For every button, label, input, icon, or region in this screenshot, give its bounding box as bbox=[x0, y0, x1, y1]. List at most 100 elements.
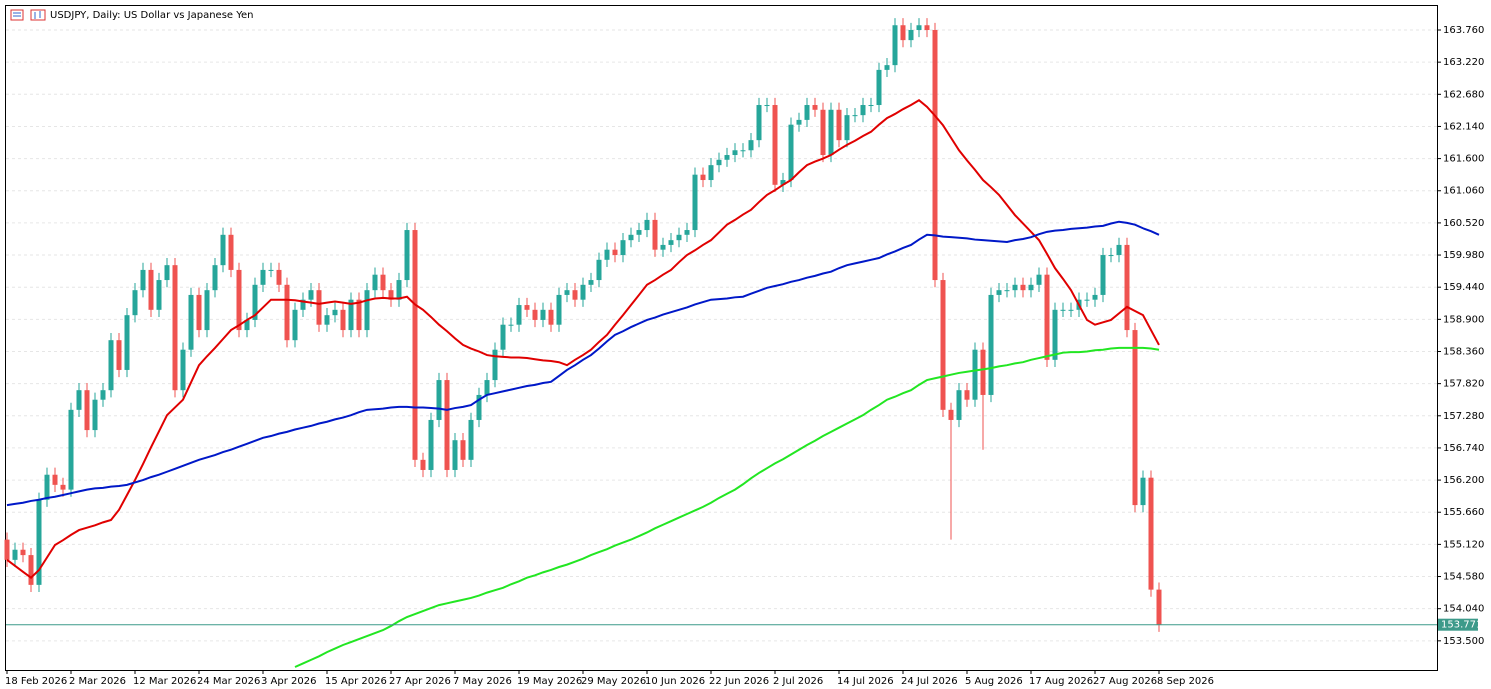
x-tick-label: 10 Jun 2026 bbox=[645, 676, 705, 687]
candle-body bbox=[124, 315, 130, 370]
candle-body bbox=[580, 284, 586, 300]
x-tick-label: 24 Mar 2026 bbox=[197, 676, 260, 687]
candle-body bbox=[76, 390, 82, 410]
candle-body bbox=[748, 140, 754, 151]
x-tick-label: 5 Aug 2026 bbox=[965, 676, 1023, 687]
y-tick-label: 159.980 bbox=[1443, 250, 1484, 261]
candle-body bbox=[508, 324, 514, 326]
y-tick-label: 154.580 bbox=[1443, 572, 1484, 583]
candle-body bbox=[372, 274, 378, 291]
candle-body bbox=[964, 390, 970, 400]
candle-body bbox=[924, 25, 930, 31]
candle-body bbox=[996, 290, 1002, 295]
candle-body bbox=[1156, 589, 1162, 625]
candle-body bbox=[1084, 299, 1090, 301]
icon bbox=[10, 9, 24, 21]
candle-body bbox=[764, 105, 770, 107]
candle-body bbox=[860, 105, 866, 116]
candle-body bbox=[884, 65, 890, 70]
candle-body bbox=[468, 419, 474, 460]
candle-body bbox=[12, 549, 18, 560]
y-tick-label: 161.060 bbox=[1443, 186, 1484, 197]
y-tick-label: 154.040 bbox=[1443, 604, 1484, 615]
x-tick-label: 18 Feb 2026 bbox=[5, 676, 67, 687]
y-tick-label: 158.900 bbox=[1443, 314, 1484, 325]
icon bbox=[30, 9, 46, 21]
candle-body bbox=[148, 269, 154, 310]
candle-body bbox=[396, 280, 402, 300]
candle-body bbox=[188, 294, 194, 350]
candle-body bbox=[180, 349, 186, 391]
candle-body bbox=[164, 265, 170, 281]
candle-body bbox=[420, 459, 426, 470]
candle-body bbox=[1148, 477, 1154, 590]
candle-body bbox=[1060, 309, 1066, 311]
candle-body bbox=[196, 294, 202, 331]
candle-body bbox=[388, 290, 394, 300]
candle-body bbox=[1052, 309, 1058, 360]
candle-body bbox=[92, 399, 98, 431]
x-tick-label: 2 Mar 2026 bbox=[69, 676, 126, 687]
x-tick-label: 3 Apr 2026 bbox=[261, 676, 316, 687]
candle-body bbox=[772, 105, 778, 185]
candle-body bbox=[284, 284, 290, 341]
candle-body bbox=[732, 150, 738, 156]
candle-body bbox=[700, 174, 706, 181]
candle-body bbox=[756, 105, 762, 141]
candle-body bbox=[428, 419, 434, 470]
candle-body bbox=[348, 299, 354, 331]
candle-body bbox=[116, 340, 122, 370]
x-tick-label: 24 Jul 2026 bbox=[901, 676, 958, 687]
candle-body bbox=[1044, 274, 1050, 360]
candle-body bbox=[908, 30, 914, 41]
candle-body bbox=[1028, 284, 1034, 291]
y-tick-label: 156.740 bbox=[1443, 443, 1484, 454]
candle-body bbox=[220, 234, 226, 266]
candle-body bbox=[972, 349, 978, 400]
candle-body bbox=[692, 174, 698, 231]
candle-body bbox=[876, 69, 882, 106]
candle-body bbox=[780, 180, 786, 185]
candle-body bbox=[156, 280, 162, 310]
candle-body bbox=[1004, 290, 1010, 292]
candle-body bbox=[612, 249, 618, 256]
y-tick-label: 155.660 bbox=[1443, 507, 1484, 518]
last-price-label: 153.771 bbox=[1441, 620, 1482, 631]
candle-body bbox=[236, 269, 242, 331]
candle-body bbox=[292, 309, 298, 341]
candle-body bbox=[20, 549, 26, 556]
x-tick-label: 27 Aug 2026 bbox=[1093, 676, 1157, 687]
candle-body bbox=[1020, 284, 1026, 291]
x-tick-label: 8 Sep 2026 bbox=[1157, 676, 1214, 687]
x-tick-label: 29 May 2026 bbox=[581, 676, 646, 687]
x-tick-label: 14 Jul 2026 bbox=[837, 676, 894, 687]
candle-body bbox=[204, 290, 210, 331]
x-tick-label: 7 May 2026 bbox=[453, 676, 512, 687]
candle-body bbox=[444, 380, 450, 470]
candle-body bbox=[540, 309, 546, 320]
candle-body bbox=[828, 109, 834, 156]
candle-body bbox=[900, 25, 906, 41]
candle-body bbox=[1132, 330, 1138, 506]
moving-average bbox=[6, 220, 1160, 507]
x-tick-label: 27 Apr 2026 bbox=[389, 676, 451, 687]
candle-body bbox=[84, 390, 90, 431]
candle-body bbox=[68, 409, 74, 490]
candle-body bbox=[332, 309, 338, 316]
candle-body bbox=[356, 299, 362, 331]
candle-body bbox=[268, 269, 274, 271]
y-tick-label: 162.140 bbox=[1443, 121, 1484, 132]
candle-body bbox=[1116, 244, 1122, 256]
y-tick-label: 155.120 bbox=[1443, 539, 1484, 550]
candle-body bbox=[524, 305, 530, 310]
candle-body bbox=[516, 305, 522, 325]
candle-body bbox=[324, 315, 330, 325]
candle-body bbox=[28, 555, 34, 585]
candle-body bbox=[548, 309, 554, 325]
candle-body bbox=[52, 474, 58, 485]
candle-body bbox=[652, 219, 658, 250]
x-tick-label: 17 Aug 2026 bbox=[1029, 676, 1093, 687]
candle-body bbox=[1100, 255, 1106, 295]
candle-body bbox=[1092, 294, 1098, 300]
candle-body bbox=[916, 25, 922, 31]
